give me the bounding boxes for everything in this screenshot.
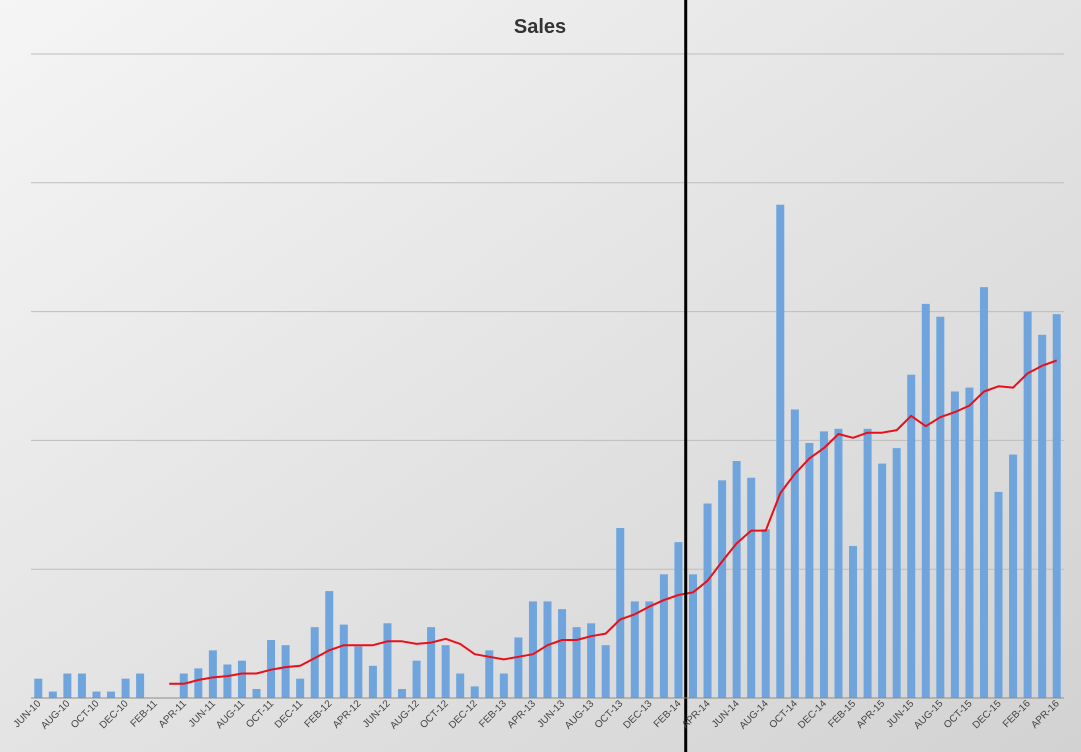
bar-dec-12 [470,686,479,698]
bar-may-14 [718,480,727,698]
bar-jun-13 [558,609,567,698]
bar-sep-14 [776,204,785,699]
bar-oct-14 [790,409,799,698]
bar-jul-14 [747,477,756,698]
bar-jan-13 [485,650,494,698]
bar-may-12 [368,665,377,698]
bar-oct-12 [441,645,450,698]
bar-sep-11 [252,688,261,698]
bar-sep-13 [601,645,610,698]
bar-nov-13 [630,601,639,698]
bar-feb-13 [499,673,508,698]
bar-jan-16 [1009,454,1018,698]
bar-dec-10 [121,678,130,698]
bar-aug-15 [936,316,945,698]
gridlines [31,53,1064,570]
bar-apr-12 [354,646,363,698]
bar-jul-11 [223,664,232,698]
bar-jan-11 [136,673,145,698]
bar-mar-14 [688,574,697,698]
bar-nov-14 [805,442,814,698]
bar-apr-14 [703,503,712,698]
bar-nov-15 [979,287,988,698]
bar-jan-15 [834,428,843,698]
bar-sep-15 [950,391,959,698]
bar-jun-11 [208,650,217,698]
bar-feb-16 [1023,311,1032,698]
bar-aug-10 [63,673,72,698]
bar-nov-10 [107,691,116,698]
bar-nov-12 [456,673,465,698]
bar-jan-12 [310,627,319,698]
bar-jul-12 [398,688,407,698]
trend-line-series [169,359,1058,685]
bar-jun-15 [907,374,916,698]
bar-mar-15 [863,428,872,698]
bar-dec-15 [994,491,1003,698]
bar-mar-16 [1038,334,1047,698]
bar-may-15 [892,448,901,698]
bar-jul-10 [48,691,57,698]
bar-aug-11 [237,660,246,698]
bar-jun-12 [383,623,392,698]
bar-series [34,204,1061,699]
bar-jul-15 [921,303,930,698]
bar-nov-11 [281,645,290,698]
bar-jun-14 [732,461,741,698]
trend-line [169,359,1058,685]
bar-feb-12 [325,591,334,698]
bar-apr-11 [179,673,188,698]
bar-may-13 [543,601,552,698]
bar-mar-13 [514,637,523,698]
bar-apr-13 [528,601,537,698]
bar-feb-14 [674,542,683,698]
bar-mar-12 [339,624,348,698]
chart-title: Sales [514,16,566,38]
bar-oct-10 [92,691,101,698]
bar-jan-14 [659,574,668,698]
bar-aug-12 [412,660,421,698]
bar-sep-10 [77,673,86,698]
bar-dec-14 [819,431,828,698]
bar-oct-15 [965,387,974,698]
bar-aug-14 [761,529,770,698]
bar-jun-10 [34,678,43,698]
bar-oct-13 [616,527,625,698]
bar-dec-11 [296,678,305,698]
bar-jul-13 [572,627,581,698]
bar-feb-15 [849,546,858,698]
bar-sep-12 [427,627,436,698]
bar-apr-16 [1052,314,1061,698]
bar-dec-13 [645,601,654,698]
bar-may-11 [194,668,203,698]
bar-apr-15 [878,463,887,698]
bar-aug-13 [587,623,596,698]
